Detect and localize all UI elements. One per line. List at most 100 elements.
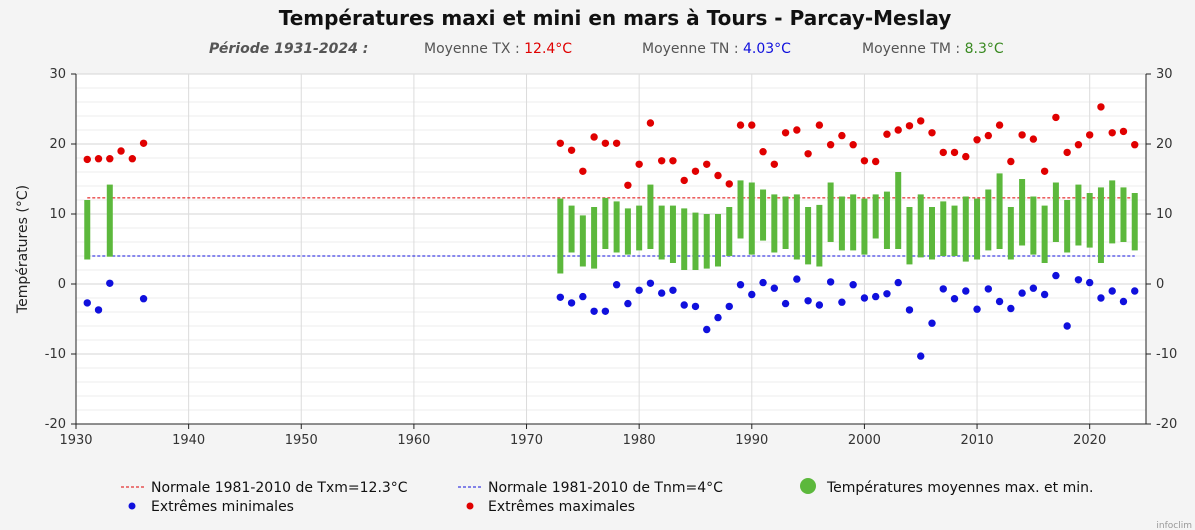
bar-2008 [951, 205, 958, 256]
max-point-1934 [117, 147, 125, 155]
bar-2002 [883, 191, 890, 249]
min-point-1989 [736, 281, 745, 289]
max-point-2001 [871, 157, 880, 166]
max-point-1935 [128, 155, 137, 163]
x-tick-label: 1990 [735, 433, 768, 448]
bar-2018 [1064, 200, 1071, 253]
min-point-1931 [83, 299, 91, 307]
max-point-1931 [83, 155, 91, 164]
max-point-2012 [995, 121, 1004, 129]
min-point-1974 [567, 299, 576, 307]
min-point-2005 [917, 352, 925, 360]
x-tick-label: 1960 [397, 433, 430, 448]
min-point-1980 [635, 286, 643, 294]
bar-1986 [703, 214, 710, 269]
min-point-1997 [826, 278, 835, 286]
min-point-1992 [770, 284, 779, 292]
max-point-2005 [917, 117, 925, 125]
bar-2016 [1041, 205, 1048, 263]
min-point-1978 [612, 281, 621, 289]
max-point-1982 [657, 157, 666, 165]
bar-2022 [1109, 180, 1116, 244]
min-point-2023 [1119, 297, 1128, 306]
max-point-2018 [1063, 148, 1071, 157]
max-point-1986 [703, 160, 711, 168]
bar-2014 [1019, 179, 1026, 246]
min-point-2020 [1085, 278, 1094, 287]
x-tick-label: 1950 [285, 433, 318, 448]
max-point-2009 [962, 152, 970, 161]
legend-normal-tx: Normale 1981-2010 de Txm=12.3°C [151, 480, 408, 496]
min-point-2001 [871, 292, 880, 301]
min-point-1991 [759, 278, 767, 287]
bar-1997 [827, 182, 834, 242]
bar-1983 [669, 205, 676, 263]
max-point-1999 [849, 141, 857, 149]
bar-1987 [715, 214, 721, 267]
max-point-2003 [894, 126, 902, 134]
bar-1973 [557, 198, 564, 274]
min-point-1979 [624, 299, 632, 308]
min-point-2017 [1052, 271, 1060, 280]
max-point-1996 [815, 121, 824, 129]
legend-normal-tn: Normale 1981-2010 de Tnm=4°C [488, 480, 723, 496]
max-point-2007 [939, 148, 947, 157]
subtitle-period: Période 1931-2024 : [209, 41, 368, 57]
bar-1999 [850, 194, 857, 251]
max-point-2004 [905, 122, 914, 130]
min-point-2016 [1040, 290, 1049, 299]
bar-1988 [726, 207, 733, 256]
max-point-2015 [1029, 135, 1038, 143]
min-point-1990 [748, 290, 756, 299]
min-point-1983 [669, 286, 677, 294]
y-tick-label-right: 20 [1156, 137, 1173, 152]
bar-2020 [1086, 193, 1093, 248]
max-point-1980 [635, 160, 643, 168]
max-point-2014 [1018, 131, 1026, 139]
max-point-1936 [139, 139, 148, 147]
subtitle-tx-value: 12.4°C [524, 41, 572, 57]
subtitle-tm-label: Moyenne TM : [862, 41, 965, 57]
max-point-1933 [106, 155, 114, 163]
legend-min-swatch [128, 502, 136, 510]
bar-2019 [1075, 184, 1082, 246]
bar-1995 [805, 207, 812, 265]
max-point-2017 [1052, 113, 1060, 122]
min-point-1986 [703, 325, 711, 334]
min-point-1976 [590, 307, 598, 315]
max-point-1992 [770, 160, 779, 168]
bar-2023 [1120, 187, 1127, 242]
x-tick-label: 2010 [961, 433, 994, 448]
bar-1991 [760, 189, 767, 241]
x-tick-label: 1980 [623, 433, 656, 448]
y-tick-label-right: 10 [1156, 207, 1173, 222]
y-tick-label-left: -10 [45, 347, 66, 362]
subtitle-tn-value: 4.03°C [743, 41, 791, 57]
min-point-1995 [804, 297, 812, 305]
bar-2001 [872, 194, 879, 239]
max-point-2020 [1085, 131, 1094, 139]
chart-subtitle: Période 1931-2024 : Moyenne TX : 12.4°C … [209, 41, 1004, 57]
min-point-2015 [1029, 284, 1038, 292]
min-point-2014 [1018, 289, 1026, 297]
max-point-1981 [646, 119, 655, 127]
min-point-1987 [714, 313, 722, 322]
max-point-1932 [94, 155, 103, 163]
bar-1978 [613, 201, 620, 253]
max-point-1988 [725, 180, 733, 188]
min-point-1933 [106, 279, 114, 287]
max-point-1990 [748, 121, 756, 129]
bar-1975 [579, 215, 586, 267]
max-point-1991 [759, 148, 767, 156]
max-point-2024 [1131, 141, 1139, 149]
x-tick-label: 1940 [172, 433, 205, 448]
min-point-1977 [601, 307, 610, 315]
min-point-2021 [1097, 294, 1105, 302]
min-point-2022 [1108, 287, 1116, 295]
bar-1979 [624, 208, 631, 255]
bar-1974 [568, 205, 575, 253]
max-point-2000 [860, 157, 869, 165]
max-point-2002 [883, 130, 891, 138]
max-point-2016 [1040, 167, 1049, 175]
y-tick-label-left: 20 [49, 137, 66, 152]
